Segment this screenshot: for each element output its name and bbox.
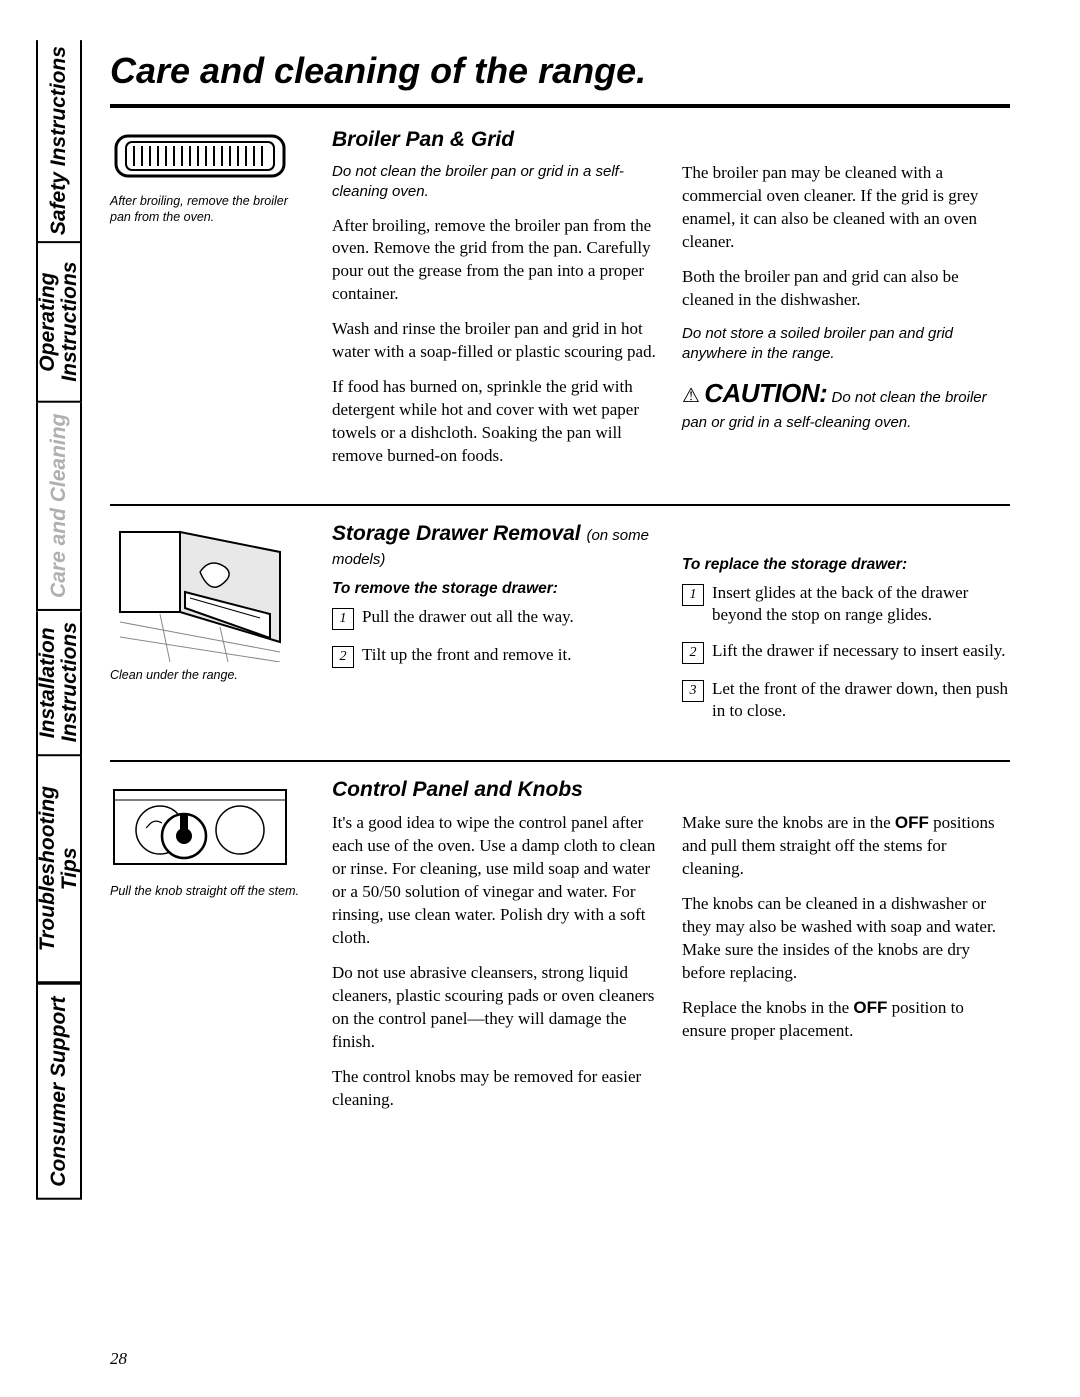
broiler-caption: After broiling, remove the broiler pan f… [110, 194, 310, 225]
knobs-p4a: Make sure the knobs are in the [682, 813, 895, 832]
storage-section: Clean under the range. Storage Drawer Re… [110, 522, 1010, 736]
broiler-section: After broiling, remove the broiler pan f… [110, 128, 1010, 480]
side-tab[interactable]: Consumer Support [36, 983, 82, 1200]
storage-drawer-icon [110, 522, 290, 662]
remove-subheading: To remove the storage drawer: [332, 580, 660, 598]
knobs-heading: Control Panel and Knobs [332, 778, 660, 802]
broiler-p6: Do not store a soiled broiler pan and gr… [682, 324, 1010, 365]
step-number-icon: 2 [682, 642, 704, 664]
knobs-caption: Pull the knob straight off the stem. [110, 884, 310, 900]
step-text: Let the front of the drawer down, then p… [712, 678, 1010, 722]
step: 1 Insert glides at the back of the drawer… [682, 582, 1010, 626]
caution-word: CAUTION: [704, 378, 827, 408]
knobs-p6a: Replace the knobs in the [682, 998, 853, 1017]
side-tab[interactable]: Safety Instructions [36, 40, 82, 243]
knobs-p2: Do not use abrasive cleansers, strong li… [332, 962, 660, 1054]
caution-block: ⚠ CAUTION: Do not clean the broiler pan … [682, 376, 1010, 434]
knobs-p4: Make sure the knobs are in the OFF posit… [682, 812, 1010, 881]
broiler-heading: Broiler Pan & Grid [332, 128, 660, 152]
page-content: Care and cleaning of the range. [110, 50, 1010, 1124]
storage-col-right: To replace the storage drawer: 1 Insert g… [682, 522, 1010, 736]
knobs-figure: Pull the knob straight off the stem. [110, 778, 310, 1123]
side-tab[interactable]: OperatingInstructions [36, 243, 82, 403]
broiler-italic-note: Do not clean the broiler pan or grid in … [332, 162, 660, 203]
step-number-icon: 3 [682, 680, 704, 702]
thin-rule-2 [110, 760, 1010, 762]
remove-steps: 1 Pull the drawer out all the way. 2 Tilt u… [332, 606, 660, 668]
heavy-rule [110, 104, 1010, 108]
broiler-p2: Wash and rinse the broiler pan and grid … [332, 318, 660, 364]
broiler-col-right: The broiler pan may be cleaned with a co… [682, 128, 1010, 480]
step: 1 Pull the drawer out all the way. [332, 606, 660, 630]
page-number: 28 [110, 1349, 127, 1369]
knobs-col-left: Control Panel and Knobs It's a good idea… [332, 778, 660, 1123]
control-knobs-icon [110, 778, 290, 878]
storage-heading: Storage Drawer Removal (on some models) [332, 522, 660, 570]
storage-heading-text: Storage Drawer Removal [332, 522, 581, 545]
replace-subheading: To replace the storage drawer: [682, 556, 1010, 574]
broiler-col-left: Broiler Pan & Grid Do not clean the broi… [332, 128, 660, 480]
step-number-icon: 2 [332, 646, 354, 668]
storage-col-left: Storage Drawer Removal (on some models) … [332, 522, 660, 736]
broiler-p4: The broiler pan may be cleaned with a co… [682, 162, 1010, 254]
broiler-figure: After broiling, remove the broiler pan f… [110, 128, 310, 480]
step-text: Pull the drawer out all the way. [362, 606, 574, 630]
step-number-icon: 1 [332, 608, 354, 630]
knobs-section: Pull the knob straight off the stem. Con… [110, 778, 1010, 1123]
replace-steps: 1 Insert glides at the back of the drawer… [682, 582, 1010, 722]
step: 2 Lift the drawer if necessary to insert … [682, 640, 1010, 664]
thin-rule-1 [110, 504, 1010, 506]
page-title: Care and cleaning of the range. [110, 50, 1010, 92]
knobs-p1: It's a good idea to wipe the control pan… [332, 812, 660, 950]
warning-icon: ⚠ [682, 385, 700, 407]
step: 2 Tilt up the front and remove it. [332, 644, 660, 668]
step: 3 Let the front of the drawer down, then … [682, 678, 1010, 722]
storage-caption: Clean under the range. [110, 668, 310, 684]
knobs-p3: The control knobs may be removed for eas… [332, 1066, 660, 1112]
side-tab[interactable]: InstallationInstructions [36, 611, 82, 756]
side-tab[interactable]: Care and Cleaning [36, 403, 82, 611]
storage-figure: Clean under the range. [110, 522, 310, 736]
knobs-p5: The knobs can be cleaned in a dishwasher… [682, 893, 1010, 985]
side-tab-bar: Safety InstructionsOperatingInstructions… [36, 40, 82, 1200]
side-tab[interactable]: Troubleshooting Tips [36, 756, 82, 983]
step-text: Lift the drawer if necessary to insert e… [712, 640, 1005, 664]
knobs-col-right: Make sure the knobs are in the OFF posit… [682, 778, 1010, 1123]
broiler-p1: After broiling, remove the broiler pan f… [332, 215, 660, 307]
step-number-icon: 1 [682, 584, 704, 606]
knobs-off-1: OFF [895, 813, 929, 832]
step-text: Tilt up the front and remove it. [362, 644, 572, 668]
knobs-off-2: OFF [853, 998, 887, 1017]
broiler-p3: If food has burned on, sprinkle the grid… [332, 376, 660, 468]
broiler-pan-icon [110, 128, 290, 188]
knobs-p6: Replace the knobs in the OFF position to… [682, 997, 1010, 1043]
step-text: Insert glides at the back of the drawer … [712, 582, 1010, 626]
broiler-p5: Both the broiler pan and grid can also b… [682, 266, 1010, 312]
